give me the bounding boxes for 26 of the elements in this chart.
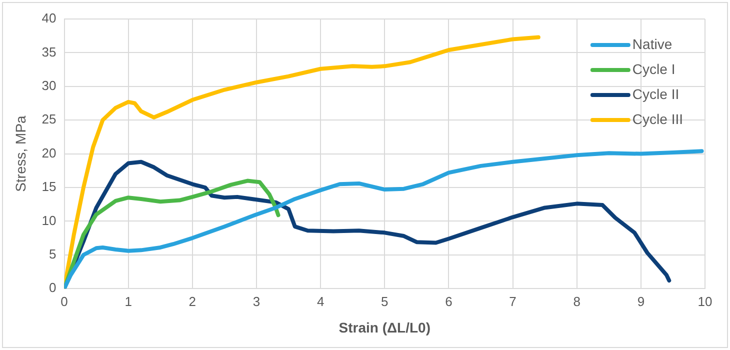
- x-tick-label: 6: [445, 294, 452, 309]
- x-tick-label: 3: [252, 294, 260, 309]
- y-tick-label: 5: [49, 246, 56, 262]
- x-tick-label: 9: [637, 294, 645, 309]
- legend-label: Cycle I: [632, 60, 676, 77]
- x-tick-label: 1: [124, 294, 132, 309]
- x-tick-label: 7: [509, 294, 516, 309]
- y-tick-label: 15: [42, 179, 56, 194]
- x-tick-label: 8: [573, 294, 580, 309]
- x-tick-label: 2: [188, 294, 196, 309]
- x-tick-label: 5: [381, 294, 388, 309]
- legend-label: Native: [632, 36, 672, 52]
- x-axis-title: Strain (ΔL/L0): [338, 319, 430, 336]
- y-tick-label: 40: [42, 10, 56, 26]
- y-tick-label: 35: [42, 44, 56, 60]
- x-tick-label: 0: [60, 294, 68, 309]
- x-tick-label: 10: [698, 294, 712, 309]
- legend-label: Cycle II: [632, 86, 680, 102]
- y-tick-label: 30: [42, 78, 56, 93]
- y-tick-label: 0: [49, 280, 56, 296]
- y-tick-label: 25: [42, 112, 56, 127]
- x-tick-label: 4: [316, 294, 324, 309]
- y-tick-label: 10: [42, 212, 56, 228]
- y-axis-title: Stress, MPa: [12, 115, 28, 192]
- legend-label: Cycle III: [632, 110, 684, 127]
- y-tick-label: 20: [42, 145, 56, 160]
